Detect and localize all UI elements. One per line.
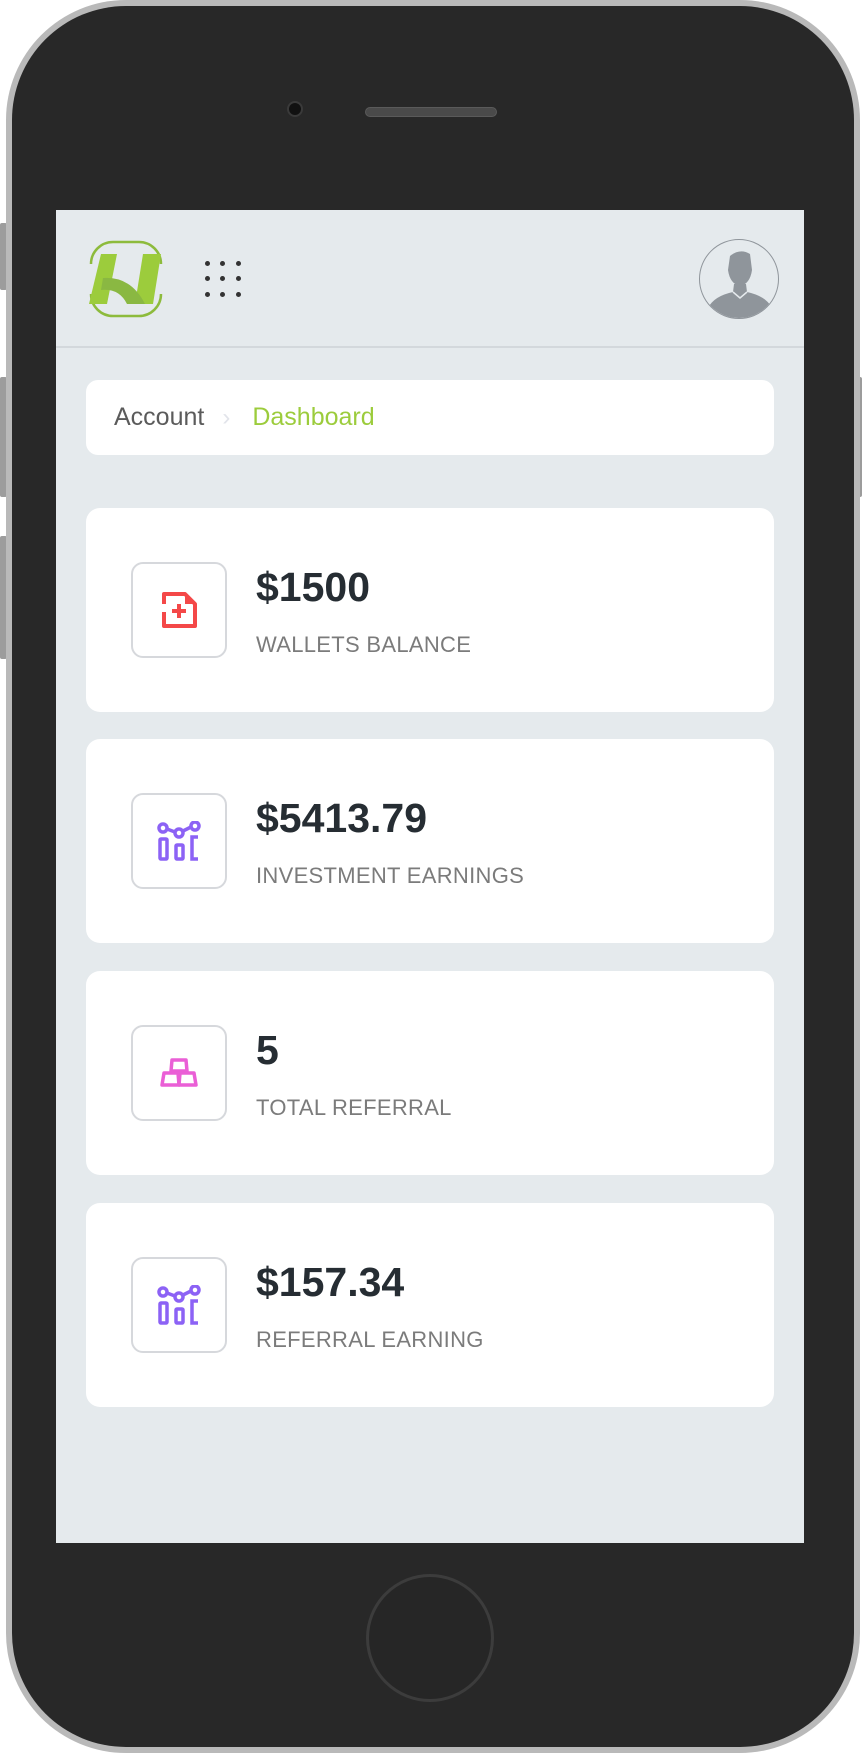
card-value: $5413.79 xyxy=(256,795,428,841)
stacked-bars-icon xyxy=(131,1025,227,1121)
breadcrumb-account-link[interactable]: Account xyxy=(114,403,205,431)
card-value: 5 xyxy=(256,1027,279,1073)
investment-earnings-card: $5413.79 INVESTMENT EARNINGS xyxy=(86,739,774,943)
total-referral-card: 5 TOTAL REFERRAL xyxy=(86,971,774,1175)
user-avatar-icon[interactable] xyxy=(699,239,779,319)
card-value: $1500 xyxy=(256,564,371,610)
breadcrumb-current-page: Dashboard xyxy=(252,403,375,431)
app-screen: Account › Dashboard $1500 WALLETS BALANC… xyxy=(56,210,804,1543)
phone-volume-up xyxy=(0,377,7,497)
phone-silent-switch xyxy=(0,223,7,290)
chart-nodes-icon xyxy=(131,1257,227,1353)
camera-icon xyxy=(287,101,303,117)
speaker-grille xyxy=(365,107,497,117)
grid-dots-icon[interactable] xyxy=(203,259,243,299)
card-label: WALLETS BALANCE xyxy=(256,632,472,657)
home-button[interactable] xyxy=(366,1574,494,1702)
card-label: INVESTMENT EARNINGS xyxy=(256,863,525,888)
wallet-balance-card: $1500 WALLETS BALANCE xyxy=(86,508,774,712)
card-value: $157.34 xyxy=(256,1259,405,1305)
app-header xyxy=(56,210,804,348)
card-label: REFERRAL EARNING xyxy=(256,1327,484,1352)
referral-earning-card: $157.34 REFERRAL EARNING xyxy=(86,1203,774,1407)
chevron-right-icon: › xyxy=(222,403,231,431)
breadcrumb: Account › Dashboard xyxy=(86,380,774,455)
phone-volume-down xyxy=(0,536,7,659)
card-label: TOTAL REFERRAL xyxy=(256,1095,452,1120)
chart-nodes-icon xyxy=(131,793,227,889)
file-plus-icon xyxy=(131,562,227,658)
h-logo-icon[interactable] xyxy=(87,240,165,318)
